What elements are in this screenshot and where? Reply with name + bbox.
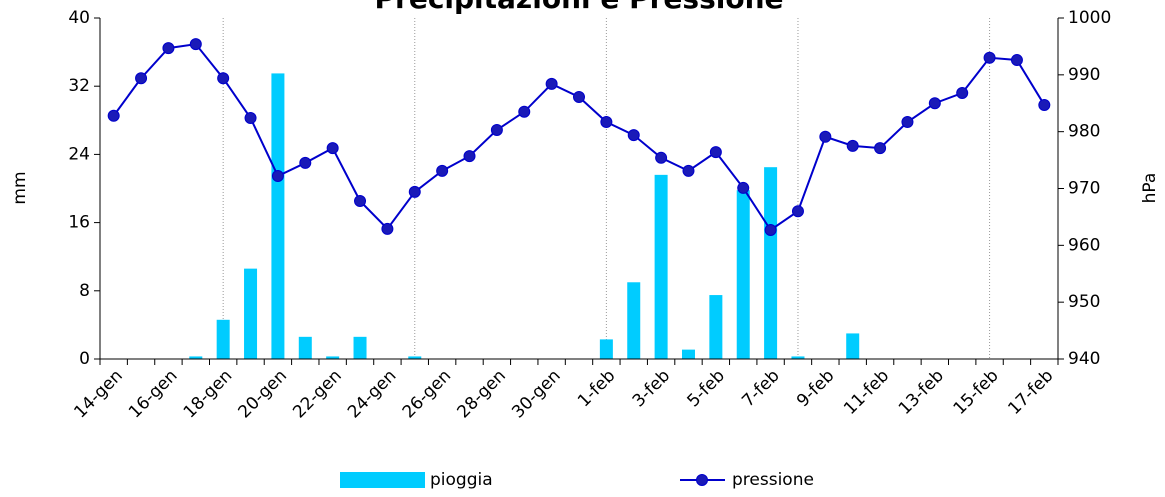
y2-tick-label: 950	[1068, 292, 1100, 312]
y-tick-label: 24	[68, 144, 90, 164]
marker	[408, 185, 421, 198]
marker	[791, 205, 804, 218]
marker	[846, 139, 859, 152]
y2-tick-label: 960	[1068, 235, 1100, 255]
x-tick-label: 1-feb	[574, 366, 619, 411]
bar	[681, 349, 695, 359]
x-tick-label: 18-gen	[180, 366, 236, 422]
marker	[737, 181, 750, 194]
x-tick-label: 7-feb	[738, 366, 783, 411]
marker	[381, 222, 394, 235]
marker	[764, 223, 777, 236]
marker	[874, 142, 887, 155]
bar	[599, 339, 613, 359]
bar	[189, 356, 203, 359]
y-tick-label: 0	[79, 349, 90, 369]
marker	[326, 142, 339, 155]
x-tick-label: 9-feb	[793, 366, 838, 411]
bar	[709, 295, 723, 359]
marker	[1038, 98, 1051, 111]
marker	[354, 195, 367, 208]
bar	[791, 356, 805, 359]
marker	[244, 112, 257, 125]
marker	[107, 109, 120, 122]
marker	[682, 164, 695, 177]
marker	[463, 150, 476, 163]
y2-tick-label: 980	[1068, 122, 1100, 142]
marker	[819, 130, 832, 143]
marker	[1010, 54, 1023, 67]
legend-label: pioggia	[430, 470, 493, 490]
marker	[299, 156, 312, 169]
x-tick-label: 13-feb	[895, 366, 948, 419]
marker	[655, 151, 668, 164]
bar	[216, 319, 230, 359]
x-tick-label: 3-feb	[629, 366, 674, 411]
bar	[764, 167, 778, 359]
bar	[736, 190, 750, 359]
x-tick-label: 14-gen	[70, 366, 126, 422]
marker	[901, 116, 914, 129]
y2-tick-label: 940	[1068, 349, 1100, 369]
marker	[518, 105, 531, 118]
legend-label: pressione	[732, 470, 814, 490]
marker	[545, 77, 558, 90]
bar	[627, 282, 641, 359]
x-tick-label: 24-gen	[344, 366, 400, 422]
x-tick-label: 5-feb	[684, 366, 729, 411]
y-tick-label: 32	[68, 76, 90, 96]
x-tick-label: 30-gen	[508, 366, 564, 422]
marker	[189, 38, 202, 51]
marker	[162, 42, 175, 55]
y2-tick-label: 990	[1068, 65, 1100, 85]
marker	[928, 97, 941, 110]
marker	[436, 164, 449, 177]
line	[112, 43, 1046, 232]
bar	[298, 336, 312, 359]
marker	[271, 169, 284, 182]
x-tick-label: 22-gen	[289, 366, 345, 422]
x-tick-label: 17-feb	[1004, 366, 1057, 419]
bar	[353, 336, 367, 359]
bar	[271, 73, 285, 359]
x-tick-label: 11-feb	[840, 366, 893, 419]
y2-tick-label: 1000	[1068, 8, 1111, 28]
y2-tick-label: 970	[1068, 179, 1100, 199]
legend-swatch	[340, 472, 425, 488]
legend-marker	[696, 474, 708, 486]
bar	[244, 268, 258, 359]
chart-title: Precipitazioni e Pressione	[375, 0, 784, 15]
bar	[408, 356, 422, 359]
marker	[956, 87, 969, 100]
marker	[709, 146, 722, 159]
x-tick-label: 26-gen	[399, 366, 455, 422]
bar	[326, 356, 340, 359]
x-tick-label: 16-gen	[125, 366, 181, 422]
bar	[846, 333, 860, 359]
x-tick-label: 15-feb	[950, 366, 1003, 419]
y-tick-label: 40	[68, 8, 90, 28]
y-axis-label: mm	[10, 171, 30, 204]
y2-axis-label: hPa	[1140, 173, 1160, 204]
marker	[983, 51, 996, 64]
marker	[573, 90, 585, 103]
x-tick-label: 28-gen	[454, 366, 510, 422]
y-tick-label: 8	[79, 281, 90, 301]
marker	[600, 116, 613, 129]
bar	[654, 174, 668, 359]
marker	[217, 72, 230, 85]
x-tick-label: 20-gen	[235, 366, 291, 422]
y-tick-label: 16	[68, 213, 90, 233]
marker	[490, 123, 503, 136]
marker	[135, 72, 148, 85]
marker	[627, 129, 640, 142]
